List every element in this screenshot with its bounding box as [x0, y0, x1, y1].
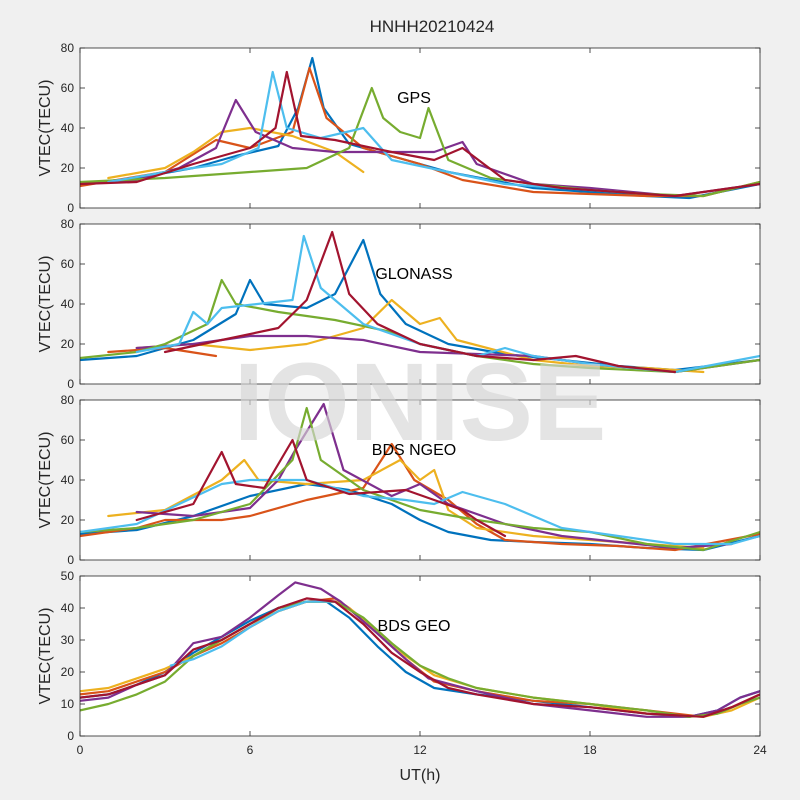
x-tick-label: 6: [247, 743, 254, 757]
y-tick-label: 60: [61, 433, 75, 447]
x-tick-label: 0: [77, 743, 84, 757]
y-tick-label: 20: [61, 665, 75, 679]
series-line: [107, 126, 365, 180]
x-tick-label: 18: [583, 743, 597, 757]
panel-label: BDS GEO: [378, 618, 451, 635]
series-line: [80, 66, 760, 198]
series-line: [107, 346, 218, 358]
series-line: [163, 230, 677, 374]
y-tick-label: 40: [61, 297, 75, 311]
y-tick-label: 20: [61, 513, 75, 527]
plot-area: [80, 48, 760, 208]
x-tick-label: 24: [753, 743, 767, 757]
series-group: [80, 581, 760, 718]
panel-label: BDS NGEO: [372, 442, 456, 459]
y-tick-label: 40: [61, 601, 75, 615]
x-tick-label: 12: [413, 743, 427, 757]
series-line: [169, 600, 337, 667]
x-axis-label: UT(h): [400, 767, 441, 784]
series-line: [135, 298, 705, 374]
y-tick-label: 0: [67, 201, 74, 215]
y-tick-label: 10: [61, 697, 75, 711]
series-line: [80, 406, 760, 552]
series-line: [80, 278, 760, 374]
y-tick-label: 0: [67, 729, 74, 743]
watermark-text: IONISE: [234, 341, 607, 464]
y-tick-label: 80: [61, 393, 75, 407]
y-tick-label: 0: [67, 377, 74, 391]
y-tick-label: 20: [61, 161, 75, 175]
y-tick-label: 40: [61, 473, 75, 487]
series-line: [80, 70, 760, 198]
y-tick-label: 0: [67, 553, 74, 567]
y-tick-label: 60: [61, 81, 75, 95]
plot-area: [80, 224, 760, 384]
series-group: [80, 230, 760, 374]
series-line: [80, 478, 760, 546]
y-tick-label: 80: [61, 217, 75, 231]
y-tick-label: 20: [61, 337, 75, 351]
y-axis-label: VTEC(TECU): [37, 256, 54, 353]
y-axis-label: VTEC(TECU): [37, 432, 54, 529]
panel-bds-geo: 0 10 20 30 40 50 0 6 12 18 24 VTEC(TECU) BDS GEO: [37, 569, 767, 757]
panel-label: GPS: [397, 90, 431, 107]
panel-label: GLONASS: [375, 266, 452, 283]
series-line: [135, 234, 760, 374]
y-tick-label: 30: [61, 633, 75, 647]
series-line: [80, 600, 760, 718]
series-line: [80, 581, 760, 718]
y-axis-label: VTEC(TECU): [37, 80, 54, 177]
series-line: [135, 402, 733, 550]
series-line: [107, 458, 705, 550]
series-line: [80, 597, 760, 718]
series-group: [80, 56, 760, 200]
chart-title: HNHH20210424: [370, 17, 495, 36]
panel-bds-ngeo: 0 20 40 60 80 VTEC(TECU) BDS NGEO: [37, 393, 761, 567]
y-tick-label: 50: [61, 569, 75, 583]
y-tick-label: 80: [61, 41, 75, 55]
y-tick-label: 60: [61, 257, 75, 271]
y-axis-label: VTEC(TECU): [37, 608, 54, 705]
y-tick-label: 40: [61, 121, 75, 135]
panel-gps: 0 20 40 60 80 VTEC(TECU) GPS: [37, 41, 761, 215]
series-group: [80, 402, 760, 552]
panel-glonass: 0 20 40 60 80 VTEC(TECU) GLONASS: [37, 217, 761, 391]
series-line: [135, 438, 507, 538]
